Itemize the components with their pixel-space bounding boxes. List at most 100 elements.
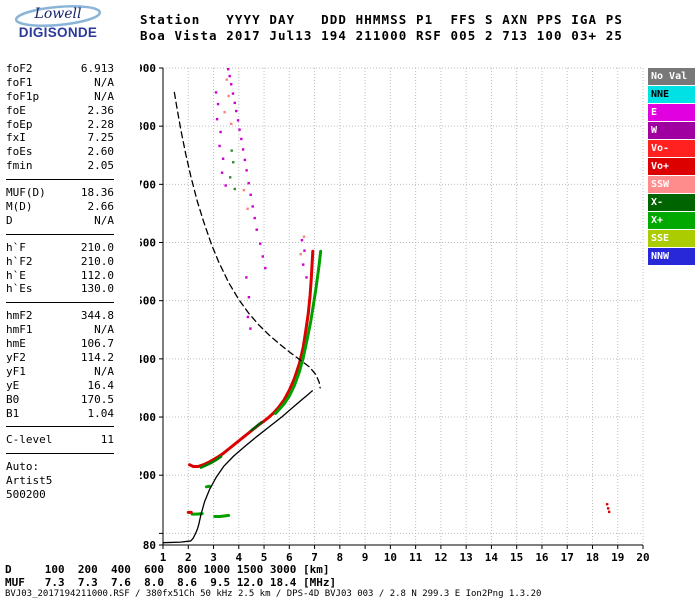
muf-table-muf-row: MUF 7.3 7.3 7.6 8.0 8.6 9.5 12.0 18.4 [M… <box>5 576 337 589</box>
spread-magenta <box>249 327 252 330</box>
param-value: N/A <box>94 75 114 89</box>
param-row: D N/A <box>6 214 114 228</box>
param-row: Artist5 <box>6 474 114 488</box>
x-tick-label: 15 <box>510 551 523 564</box>
legend-item-ssw: SSW <box>648 176 695 193</box>
y-tick-label: 600 <box>140 237 156 250</box>
param-value: 344.8 <box>80 309 114 323</box>
param-value: 11 <box>100 433 114 447</box>
spread-pink <box>227 94 230 98</box>
x-tick-label: 3 <box>210 551 217 564</box>
param-label: foF2 <box>6 62 33 75</box>
noise-red <box>605 503 609 506</box>
x-tick-label: 1 <box>160 551 167 564</box>
param-value: 2.60 <box>87 145 115 159</box>
param-value: 16.4 <box>87 378 115 392</box>
y-tick-label: 300 <box>140 411 156 424</box>
param-row: fxI 7.25 <box>6 131 114 145</box>
x-tick-label: 12 <box>434 551 447 564</box>
param-value: 2.28 <box>87 117 115 131</box>
param-value: 210.0 <box>80 254 114 268</box>
param-value: N/A <box>94 364 114 378</box>
spread-magenta <box>251 205 254 208</box>
spread-magenta <box>214 91 218 94</box>
param-row: hmF1 N/A <box>6 323 114 337</box>
param-label: M(D) <box>6 200 33 214</box>
param-label: foEp <box>6 117 33 131</box>
spread-magenta <box>264 266 267 270</box>
noise-red <box>607 510 611 514</box>
spread-magenta <box>220 171 224 174</box>
spread-pink <box>225 78 228 81</box>
spread-magenta <box>226 67 230 71</box>
muf-table-distance-row: D 100 200 400 600 800 1000 1500 3000 [km… <box>5 563 330 576</box>
param-label: fmin <box>6 159 33 173</box>
legend-item-vo-: Vo+ <box>648 158 695 175</box>
param-label: MUF(D) <box>6 186 46 200</box>
echo-blob <box>204 484 211 489</box>
param-row: foE 2.36 <box>6 104 114 118</box>
spread-green <box>229 176 232 179</box>
lowell-digisonde-logo: Lowell DIGISONDE <box>6 4 110 50</box>
param-row: foEs 2.60 <box>6 145 114 159</box>
param-row: h`F2 210.0 <box>6 255 114 269</box>
spread-magenta <box>261 255 264 258</box>
x-tick-label: 17 <box>561 551 574 564</box>
spread-magenta <box>245 169 248 172</box>
param-row: Auto: <box>6 460 114 474</box>
param-value: 114.2 <box>80 351 114 365</box>
spread-magenta <box>216 102 220 106</box>
param-row: hmF2 344.8 <box>6 309 114 323</box>
logo-swoosh-icon <box>14 5 102 27</box>
param-label: B0 <box>6 392 20 406</box>
param-row: foF1 N/A <box>6 76 114 90</box>
true-height-profile <box>162 390 313 544</box>
f-trace-x-mode <box>273 249 323 416</box>
spread-magenta <box>215 117 219 121</box>
param-value: 2.05 <box>87 159 115 173</box>
spread-magenta <box>305 276 308 279</box>
param-label: Artist5 <box>6 474 53 488</box>
header-line-values: Boa Vista 2017 Jul13 194 211000 RSF 005 … <box>140 28 624 43</box>
x-tick-label: 9 <box>362 551 369 564</box>
divider <box>6 426 114 428</box>
header-line-labels: Station YYYY DAY DDD HHMMSS P1 FFS S AXN… <box>140 12 624 27</box>
param-value: N/A <box>94 89 114 103</box>
x-tick-label: 11 <box>409 551 423 564</box>
param-value: 170.5 <box>80 392 114 406</box>
param-row: foF2 6.913 <box>6 62 114 76</box>
x-tick-label: 5 <box>261 551 268 564</box>
param-row: B0 170.5 <box>6 393 114 407</box>
param-row: yF1 N/A <box>6 365 114 379</box>
param-row: M(D) 2.66 <box>6 200 114 214</box>
param-label: yF2 <box>6 351 26 365</box>
param-row: h`F 210.0 <box>6 241 114 255</box>
y-tick-label: 800 <box>140 120 156 133</box>
param-label: foE <box>6 103 26 117</box>
spread-magenta <box>300 238 304 242</box>
param-label: foF1 <box>6 75 33 89</box>
x-tick-label: 19 <box>611 551 624 564</box>
spread-magenta <box>240 137 243 141</box>
param-label: C-level <box>6 433 53 447</box>
param-value: 106.7 <box>80 337 114 351</box>
param-row: B1 1.04 <box>6 407 114 421</box>
spread-magenta <box>233 101 236 105</box>
param-row: yE 16.4 <box>6 379 114 393</box>
ionogram-plot-area: 1234567891011121314151617181920900800700… <box>136 60 675 579</box>
x-tick-label: 14 <box>485 551 499 564</box>
x-tick-label: 16 <box>535 551 549 564</box>
param-value: 112.0 <box>80 268 114 282</box>
spread-magenta <box>243 158 247 162</box>
spread-magenta <box>236 119 240 122</box>
doppler-direction-legend: No Val NNE E W Vo- Vo+ SSW X- X+ SSE NNW <box>648 68 695 266</box>
spread-magenta <box>259 242 262 245</box>
spread-magenta <box>249 193 252 197</box>
spread-pink <box>302 235 306 238</box>
param-label: Auto: <box>6 460 40 474</box>
param-label: h`Es <box>6 282 33 296</box>
spread-magenta <box>221 157 225 160</box>
y-tick-label: 80 <box>143 539 156 552</box>
x-tick-label: 4 <box>235 551 242 564</box>
param-label: fxI <box>6 131 26 145</box>
